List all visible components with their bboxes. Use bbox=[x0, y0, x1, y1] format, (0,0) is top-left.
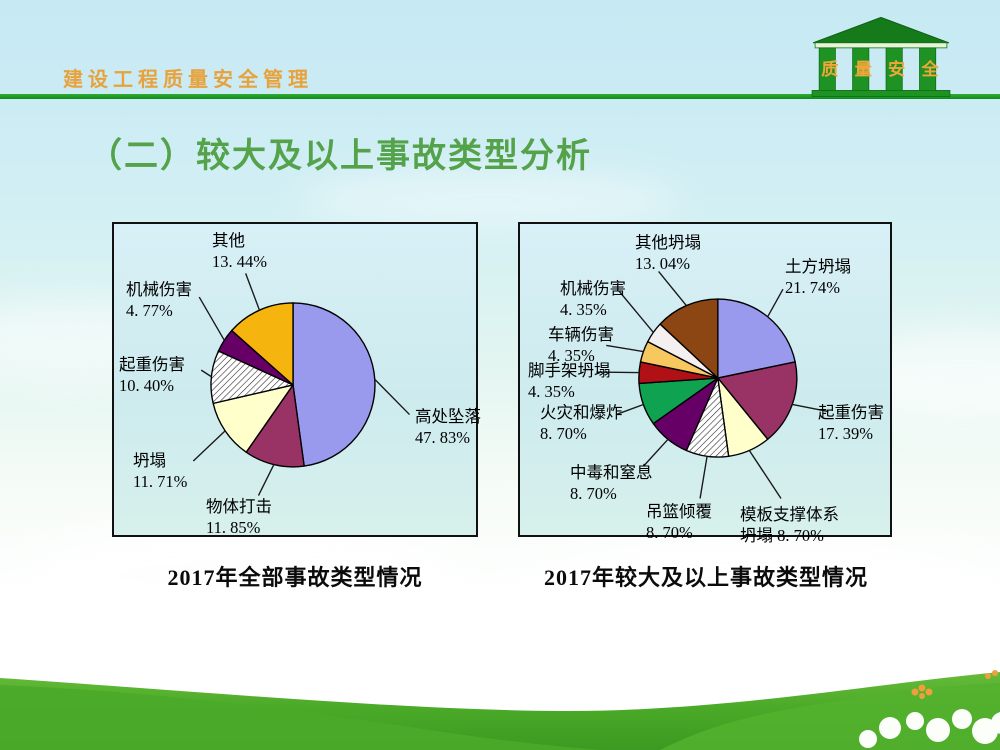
slice-label-line: 其他坍塌 bbox=[635, 233, 701, 252]
slice-label-line: 脚手架坍塌 bbox=[528, 361, 611, 380]
slice-label-line: 起重伤害 bbox=[818, 403, 884, 422]
chart-caption-right: 2017年较大及以上事故类型情况 bbox=[543, 565, 869, 590]
hill-front-right bbox=[660, 683, 1000, 750]
temple-entablature bbox=[814, 42, 948, 49]
slice-label: 中毒和窒息 8. 70% bbox=[570, 462, 653, 504]
slice-label-line: 坍塌 bbox=[133, 451, 166, 470]
leader-line bbox=[606, 344, 644, 353]
pie-chart-right: 土方坍塌 21. 74% 起重伤害 17. 39% 模板支撑体系 坍塌 8. 70% 吊篮倾… bbox=[518, 222, 892, 545]
slice-label: 其他坍塌 13. 04% bbox=[635, 232, 701, 274]
slice-label-line: 火灾和爆炸 bbox=[540, 403, 623, 422]
pie-svg-left bbox=[192, 273, 411, 496]
slice-label-line: 4. 35% bbox=[528, 382, 575, 401]
slice-label-line: 高处坠落 bbox=[415, 407, 481, 426]
leader-line bbox=[643, 438, 669, 467]
slice-label-line: 机械伤害 bbox=[126, 280, 192, 299]
slice-label-line: 车辆伤害 bbox=[548, 325, 614, 344]
pie-svg-right bbox=[596, 270, 829, 499]
cloud bbox=[30, 520, 460, 630]
slice-label-line: 坍塌 8. 70% bbox=[740, 526, 824, 545]
slice-label-line: 起重伤害 bbox=[119, 355, 185, 374]
slice-label: 起重伤害 17. 39% bbox=[818, 402, 884, 444]
slice-label-line: 机械伤害 bbox=[560, 279, 626, 298]
slice-label-line: 4. 35% bbox=[548, 346, 595, 365]
leader-line bbox=[615, 403, 644, 416]
temple-roof bbox=[812, 16, 950, 44]
leader-line bbox=[767, 288, 784, 318]
leader-line bbox=[200, 369, 212, 378]
slice-label-line: 吊篮倾覆 bbox=[646, 502, 712, 521]
slice-label-line: 13. 44% bbox=[212, 252, 267, 271]
temple-base bbox=[811, 90, 951, 97]
leader-line bbox=[792, 403, 829, 413]
leader-line bbox=[748, 450, 782, 499]
slice-label: 脚手架坍塌 4. 35% bbox=[528, 360, 611, 402]
slice-label-line: 17. 39% bbox=[818, 424, 873, 443]
slice-label: 机械伤害 4. 77% bbox=[126, 279, 192, 321]
leader-line bbox=[192, 430, 226, 462]
slice-label: 坍塌 11. 71% bbox=[133, 450, 187, 492]
slice-label-line: 47. 83% bbox=[415, 428, 470, 447]
slice-label-line: 11. 85% bbox=[206, 518, 261, 537]
temple-pillars bbox=[818, 47, 937, 91]
slice-label: 机械伤害 4. 35% bbox=[560, 278, 626, 320]
leader-line bbox=[244, 273, 261, 311]
slice-label-line: 4. 35% bbox=[560, 300, 607, 319]
slice-label: 吊篮倾覆 8. 70% bbox=[646, 501, 712, 543]
chart-caption-left: 2017年全部事故类型情况 bbox=[167, 565, 423, 590]
cloud bbox=[300, 170, 680, 230]
leader-line bbox=[198, 296, 225, 341]
leader-line bbox=[618, 290, 654, 333]
slice-label: 高处坠落 47. 83% bbox=[415, 406, 481, 448]
quality-safety-temple-icon: 质量安全 bbox=[811, 16, 955, 97]
pie-slice bbox=[292, 302, 376, 467]
leader-line bbox=[374, 378, 411, 416]
hill-front-left bbox=[0, 685, 600, 750]
white-flowers bbox=[859, 709, 1000, 748]
orange-flowers bbox=[911, 670, 998, 699]
slice-label: 其他 13. 44% bbox=[212, 230, 267, 272]
slice-label-line: 11. 71% bbox=[133, 472, 188, 491]
slice-label-line: 其他 bbox=[212, 231, 245, 250]
cloud bbox=[520, 535, 990, 660]
leader-line bbox=[699, 456, 708, 499]
slice-label-line: 21. 74% bbox=[785, 278, 840, 297]
slice-label-line: 13. 04% bbox=[635, 254, 690, 273]
grass-hills bbox=[0, 670, 1000, 750]
slice-label-line: 中毒和窒息 bbox=[570, 463, 653, 482]
slice-label: 土方坍塌 21. 74% bbox=[785, 256, 851, 298]
slice-label-line: 8. 70% bbox=[646, 523, 693, 542]
leader-line bbox=[658, 270, 687, 306]
slice-label-line: 土方坍塌 bbox=[785, 257, 851, 276]
slice-label-line: 模板支撑体系 bbox=[740, 505, 839, 524]
pie-slice bbox=[717, 298, 796, 379]
pie-slice bbox=[659, 298, 719, 379]
slice-label-line: 4. 77% bbox=[126, 301, 173, 320]
slice-label: 物体打击 11. 85% bbox=[206, 496, 272, 538]
pie-chart-left: 高处坠落 47. 83% 物体打击 11. 85% 坍塌 11. 71% 起重伤害 10. 4… bbox=[112, 222, 481, 538]
slice-label-line: 8. 70% bbox=[570, 484, 617, 503]
logo-text: 质量安全 bbox=[821, 59, 955, 79]
page-title: （二）较大及以上事故类型分析 bbox=[88, 138, 592, 175]
slice-label: 车辆伤害 4. 35% bbox=[548, 324, 614, 366]
slice-label: 模板支撑体系 坍塌 8. 70% bbox=[740, 504, 839, 546]
pie-slice bbox=[245, 384, 305, 468]
slice-label: 火灾和爆炸 8. 70% bbox=[540, 402, 623, 444]
pie-slice bbox=[717, 361, 798, 440]
slice-label-line: 物体打击 bbox=[206, 497, 272, 516]
leader-line bbox=[257, 464, 275, 496]
slice-label-line: 8. 70% bbox=[540, 424, 587, 443]
slice-label: 起重伤害 10. 40% bbox=[119, 354, 185, 396]
header-title: 建设工程质量安全管理 bbox=[63, 69, 313, 91]
slice-label-line: 10. 40% bbox=[119, 376, 174, 395]
header-divider bbox=[0, 94, 1000, 99]
